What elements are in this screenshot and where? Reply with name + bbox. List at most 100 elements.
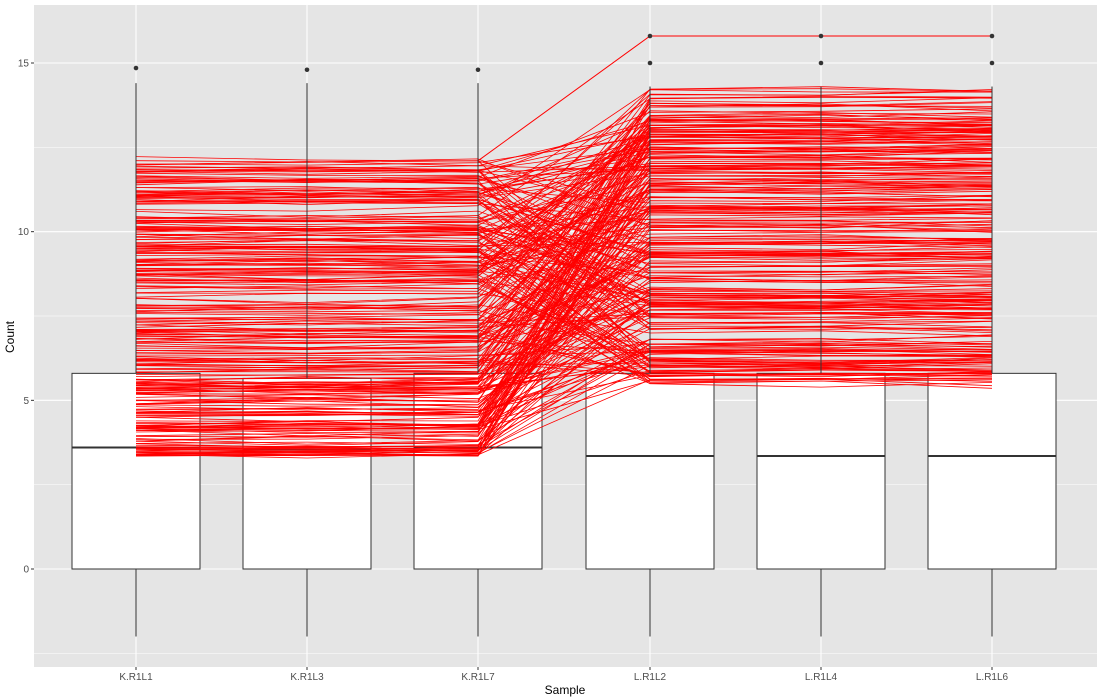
profile-line <box>135 189 993 257</box>
profile-line <box>135 96 993 219</box>
profile-line <box>135 124 993 339</box>
profile-line <box>135 194 993 411</box>
profile-line <box>135 304 993 337</box>
profile-line <box>135 284 993 340</box>
box-K.R1L3 <box>242 377 372 570</box>
y-axis-ticks: 0 5 10 15 <box>18 59 34 576</box>
profile-line <box>135 177 993 275</box>
profile-line <box>135 255 993 344</box>
profile-line <box>135 320 993 430</box>
profile-line <box>135 119 993 198</box>
profile-line <box>135 132 993 196</box>
profile-line <box>135 252 993 297</box>
profile-line <box>135 321 993 400</box>
profile-line <box>135 169 993 214</box>
profile-line <box>135 125 993 264</box>
profile-line <box>135 315 993 331</box>
profile-line <box>135 238 993 248</box>
x-axis-title: Sample <box>545 683 586 697</box>
x-tick-label: K.R1L3 <box>290 672 324 683</box>
profile-line <box>135 135 993 166</box>
profile-line <box>135 105 993 395</box>
profile-line <box>135 234 993 282</box>
profile-line <box>135 210 993 285</box>
profile-line <box>135 170 993 239</box>
outlier-point <box>989 33 995 39</box>
y-tick-label: 15 <box>18 59 30 70</box>
profile-line <box>135 129 993 309</box>
profile-line <box>135 196 993 237</box>
profile-line <box>135 190 993 456</box>
profile-line <box>135 378 993 431</box>
x-tick-label: K.R1L7 <box>461 672 495 683</box>
profile-line <box>135 156 993 221</box>
profile-line <box>135 203 993 430</box>
profile-line <box>135 358 993 376</box>
profile-line <box>135 164 993 290</box>
profile-line <box>135 131 993 175</box>
box-L.R1L4 <box>756 372 886 570</box>
profile-line <box>135 377 993 457</box>
profile-line <box>135 201 993 309</box>
profile-line <box>135 118 993 305</box>
profile-line <box>135 285 993 358</box>
profile-line <box>135 138 993 429</box>
box-L.R1L2 <box>585 372 715 570</box>
profile-line <box>135 199 993 330</box>
profile-line <box>135 349 993 445</box>
profile-line <box>135 149 993 196</box>
profile-line <box>135 357 993 394</box>
profile-line <box>135 152 993 235</box>
profile-line <box>135 133 993 226</box>
profile-line <box>135 88 993 307</box>
profile-line <box>135 158 993 231</box>
profile-line <box>135 185 993 328</box>
profile-line <box>135 312 993 394</box>
profile-line <box>135 141 993 445</box>
profile-line <box>135 277 993 388</box>
profile-line <box>135 351 993 413</box>
profile-line <box>135 307 993 400</box>
profile-line <box>135 256 993 349</box>
profile-line <box>135 245 993 364</box>
profile-line <box>135 289 993 363</box>
outlier-point <box>647 60 653 66</box>
profile-line <box>135 299 993 442</box>
profile-line <box>135 210 993 273</box>
profile-line <box>135 182 993 451</box>
profile-line <box>135 145 993 277</box>
outlier-point <box>647 33 653 39</box>
profile-line <box>135 359 993 414</box>
profile-line <box>135 227 993 282</box>
profile-line <box>135 178 993 437</box>
profile-line <box>135 281 993 373</box>
profile-line <box>135 119 993 342</box>
x-tick-label: L.R1L2 <box>634 672 667 683</box>
profile-line <box>135 367 993 427</box>
profile-line <box>135 223 993 304</box>
profile-line <box>135 311 993 389</box>
outlier-point <box>989 60 995 66</box>
profile-line <box>135 249 993 438</box>
whisker-layer <box>133 33 995 379</box>
y-tick-label: 10 <box>18 227 30 238</box>
profile-line <box>135 138 993 332</box>
profile-line <box>135 141 993 423</box>
profile-line <box>135 156 993 211</box>
profile-line <box>135 252 993 303</box>
profile-line <box>135 224 993 248</box>
profile-line <box>135 294 992 381</box>
box-L.R1L6 <box>927 372 1057 570</box>
outlier-point <box>818 33 824 39</box>
profile-line <box>135 207 993 343</box>
profile-line <box>135 156 993 457</box>
profile-line <box>135 263 993 324</box>
profile-line <box>135 155 993 429</box>
x-tick-label: L.R1L4 <box>805 672 838 683</box>
outlier-point <box>818 60 824 66</box>
outlier-point <box>133 65 139 71</box>
profile-line <box>135 311 992 417</box>
profile-line <box>135 209 993 456</box>
profile-line <box>135 158 993 361</box>
